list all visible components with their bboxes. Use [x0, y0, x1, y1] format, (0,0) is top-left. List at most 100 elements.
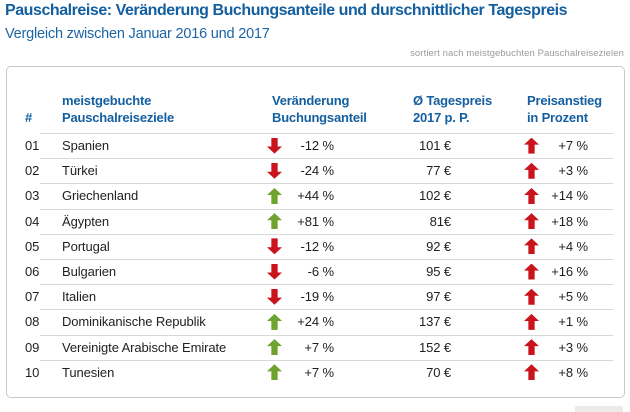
- destination-cell: Griechenland: [62, 188, 139, 204]
- table-row: 08 Dominikanische Republik +24 % 137 € +…: [7, 309, 624, 334]
- daily-price-cell: 97 €: [426, 289, 451, 305]
- booking-change-value: +44 %: [297, 188, 334, 204]
- booking-change-cell: -12 %: [254, 238, 334, 255]
- daily-price-cell: 101 €: [418, 138, 451, 154]
- price-rise-cell: +3 %: [451, 339, 588, 356]
- arrow-down-icon: [267, 137, 282, 154]
- booking-change-value: +81 %: [297, 213, 334, 229]
- arrow-up-icon: [524, 213, 539, 230]
- rank-cell: 09: [25, 339, 40, 355]
- booking-change-cell: -6 %: [254, 263, 334, 280]
- rank-cell: 04: [25, 213, 40, 229]
- table-row: 03 Griechenland +44 % 102 € +14 %: [7, 183, 624, 208]
- sort-note: sortiert nach meistgebuchten Pauschalrei…: [410, 48, 624, 59]
- daily-price-cell: 137 €: [418, 314, 451, 330]
- booking-change-value: +7 %: [304, 364, 334, 380]
- daily-price-cell: 95 €: [426, 264, 451, 280]
- rank-cell: 02: [25, 163, 40, 179]
- destination-cell: Bulgarien: [62, 264, 117, 280]
- arrow-up-icon: [524, 339, 539, 356]
- table-row: 10 Tunesien +7 % 70 € +8 %: [7, 359, 624, 385]
- price-rise-value: +18 %: [551, 213, 588, 229]
- rank-cell: 01: [25, 138, 40, 154]
- booking-change-cell: +7 %: [254, 339, 334, 356]
- rank-cell: 03: [25, 188, 40, 204]
- destination-cell: Spanien: [62, 138, 110, 154]
- arrow-up-icon: [267, 313, 282, 330]
- rank-cell: 05: [25, 238, 40, 254]
- table-row: 01 Spanien -12 % 101 € +7 %: [7, 133, 624, 158]
- table-row: 07 Italien -19 % 97 € +5 %: [7, 284, 624, 309]
- rank-cell: 10: [25, 364, 40, 380]
- table-row: 09 Vereinigte Arabische Emirate +7 % 152…: [7, 334, 624, 360]
- destination-cell: Türkei: [62, 163, 98, 179]
- column-header-rank: #: [25, 109, 33, 125]
- daily-price-cell: 102 €: [418, 188, 451, 204]
- booking-change-value: -19 %: [300, 289, 335, 305]
- booking-change-value: +24 %: [297, 314, 334, 330]
- price-rise-cell: +14 %: [451, 187, 588, 204]
- price-rise-cell: +8 %: [451, 364, 588, 381]
- price-rise-cell: +3 %: [451, 162, 588, 179]
- rank-cell: 06: [25, 264, 40, 280]
- arrow-up-icon: [524, 313, 539, 330]
- arrow-down-icon: [267, 238, 282, 255]
- daily-price-cell: 92 €: [426, 238, 451, 254]
- table-row: 06 Bulgarien -6 % 95 € +16 %: [7, 258, 624, 284]
- price-rise-value: +7 %: [558, 138, 588, 154]
- table-row: 05 Portugal -12 % 92 € +4 %: [7, 233, 624, 259]
- page-title: Pauschalreise: Veränderung Buchungsantei…: [5, 2, 568, 19]
- price-rise-cell: +5 %: [451, 288, 588, 305]
- daily-price-cell: 81€: [429, 213, 451, 229]
- partial-watermark-box: [575, 406, 623, 412]
- daily-price-cell: 77 €: [426, 163, 451, 179]
- price-rise-value: +14 %: [551, 188, 588, 204]
- booking-change-cell: -19 %: [254, 288, 335, 305]
- arrow-up-icon: [524, 364, 539, 381]
- table-row: 04 Ägypten +81 % 81€ +18 %: [7, 208, 624, 234]
- arrow-up-icon: [524, 187, 539, 204]
- arrow-up-icon: [524, 288, 539, 305]
- column-header-change: Veränderung Buchungsanteil: [272, 93, 367, 125]
- destinations-table: # meistgebuchte Pauschalreiseziele Verän…: [6, 66, 625, 398]
- booking-change-cell: +44 %: [254, 187, 334, 204]
- arrow-down-icon: [267, 288, 282, 305]
- table-row: 02 Türkei -24 % 77 € +3 %: [7, 158, 624, 183]
- booking-change-cell: +81 %: [254, 213, 334, 230]
- destination-cell: Ägypten: [62, 213, 110, 229]
- column-header-rise: Preisanstieg in Prozent: [527, 93, 602, 125]
- destination-cell: Tunesien: [62, 364, 115, 380]
- price-rise-value: +1 %: [558, 314, 588, 330]
- destination-cell: Portugal: [62, 238, 110, 254]
- table-header-row: # meistgebuchte Pauschalreiseziele Verän…: [7, 67, 624, 133]
- arrow-up-icon: [524, 162, 539, 179]
- booking-change-value: -12 %: [300, 138, 335, 154]
- destination-cell: Vereinigte Arabische Emirate: [62, 339, 227, 355]
- arrow-up-icon: [267, 213, 282, 230]
- destination-cell: Dominikanische Republik: [62, 314, 206, 330]
- arrow-up-icon: [524, 137, 539, 154]
- arrow-up-icon: [524, 263, 539, 280]
- price-rise-value: +3 %: [558, 339, 588, 355]
- arrow-up-icon: [267, 187, 282, 204]
- daily-price-cell: 152 €: [418, 339, 451, 355]
- page-subtitle: Vergleich zwischen Januar 2016 und 2017: [5, 26, 270, 42]
- arrow-up-icon: [524, 238, 539, 255]
- arrow-down-icon: [267, 162, 282, 179]
- arrow-down-icon: [267, 263, 282, 280]
- price-rise-value: +4 %: [558, 238, 588, 254]
- arrow-up-icon: [267, 364, 282, 381]
- booking-change-value: -6 %: [307, 264, 334, 280]
- booking-change-cell: +24 %: [254, 313, 334, 330]
- rank-cell: 07: [25, 289, 40, 305]
- price-rise-cell: +1 %: [451, 313, 588, 330]
- rank-cell: 08: [25, 314, 40, 330]
- booking-change-cell: -24 %: [254, 162, 334, 179]
- price-rise-cell: +7 %: [451, 137, 588, 154]
- booking-change-value: +7 %: [304, 339, 334, 355]
- arrow-up-icon: [267, 339, 282, 356]
- price-rise-value: +5 %: [558, 289, 588, 305]
- price-rise-value: +3 %: [558, 163, 588, 179]
- daily-price-cell: 70 €: [426, 364, 451, 380]
